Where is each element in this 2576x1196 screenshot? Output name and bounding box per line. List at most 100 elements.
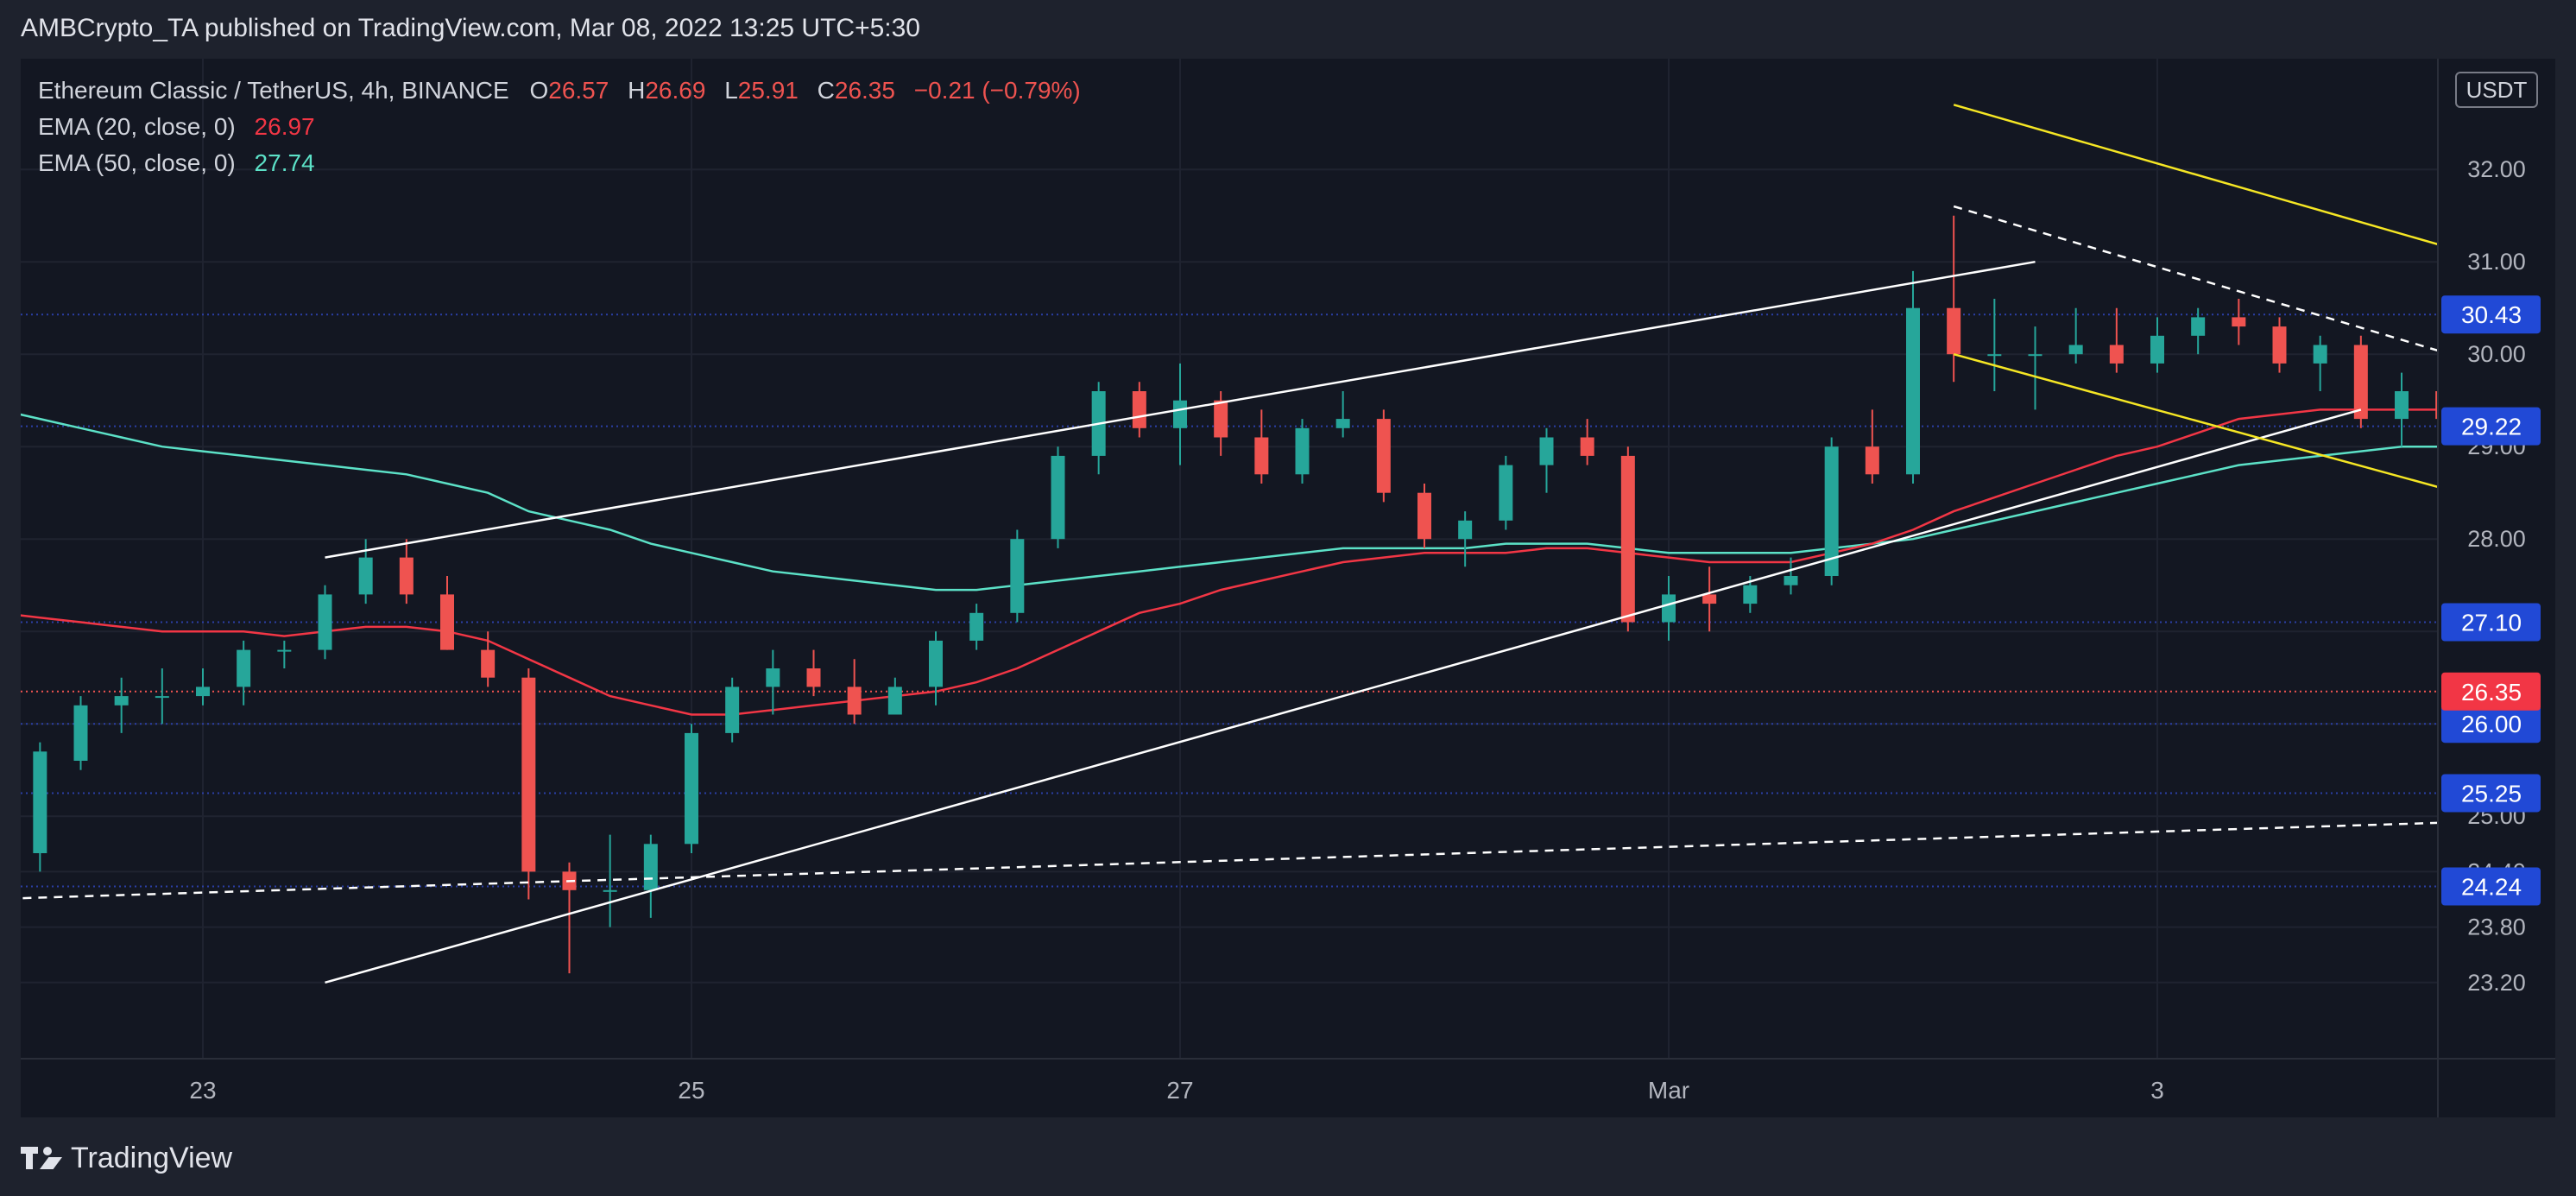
level-price-badge: 26.00 <box>2441 705 2541 744</box>
price-badge-box <box>2441 867 2541 906</box>
price-tick-label: 28.00 <box>2467 526 2526 552</box>
price-badge-box <box>2441 672 2541 711</box>
candle-bearish <box>1865 409 1879 484</box>
candle-bullish <box>1295 419 1310 484</box>
candle-body <box>2353 345 2368 420</box>
candle-bullish <box>685 724 698 853</box>
candle-bullish <box>2150 317 2164 373</box>
legend-open-label: O <box>529 77 548 104</box>
candle-body <box>2150 335 2164 364</box>
trendlines <box>21 104 2438 984</box>
candle-bearish <box>847 659 862 725</box>
chart-background <box>21 59 2555 1117</box>
legend-close-label: C <box>818 77 835 104</box>
price-badge-box <box>2441 705 2541 744</box>
price-badge-label: 25.25 <box>2461 780 2522 807</box>
legend-low-label: L <box>724 77 738 104</box>
candle-bullish <box>887 677 902 715</box>
candle-body <box>237 649 251 687</box>
level-price-badge: 25.25 <box>2441 774 2541 813</box>
legend-high-label: H <box>628 77 645 104</box>
candle-bearish <box>1620 446 1635 632</box>
candle-body <box>643 844 658 890</box>
candle-bullish <box>1987 299 2002 391</box>
candle-body <box>1987 354 2002 357</box>
candle-body <box>1702 594 1717 604</box>
candle-bearish <box>1580 419 1594 465</box>
level-price-badge: 27.10 <box>2441 603 2541 642</box>
price-badge-box <box>2441 295 2541 334</box>
legend-ema50: EMA (50, close, 0) 27.74 <box>38 149 315 176</box>
price-tick-label: 23.20 <box>2467 970 2526 996</box>
candle-body <box>603 889 617 892</box>
candle-body <box>1376 419 1391 493</box>
price-tick-label: 32.00 <box>2467 156 2526 182</box>
candle-bullish <box>969 604 984 650</box>
footer-brand[interactable]: TradingView <box>21 1139 232 1177</box>
candle-body <box>929 640 943 687</box>
candles <box>0 215 2572 974</box>
time-tick-label: 27 <box>1166 1077 1193 1104</box>
candle-bullish <box>2313 335 2327 391</box>
legend-ema20: EMA (20, close, 0) 26.97 <box>38 113 315 140</box>
candle-bearish <box>806 649 821 697</box>
trendline-upper-falling-yellow <box>1953 104 2438 246</box>
price-axis[interactable]: 32.0031.0030.0029.0028.0027.0026.0025.00… <box>2441 156 2541 996</box>
candle-body <box>2109 345 2124 364</box>
candle-body <box>1743 585 1758 604</box>
candle-bullish <box>1784 557 1798 595</box>
candle-body <box>725 687 740 733</box>
candle-body <box>358 557 373 595</box>
candle-bullish <box>1662 576 1676 641</box>
candle-bullish <box>2028 326 2042 410</box>
candle-bearish <box>0 816 6 871</box>
candle-body <box>1499 465 1513 521</box>
candle-bullish <box>1051 446 1065 548</box>
price-tick-label: 23.80 <box>2467 914 2526 940</box>
ema50-value: 27.74 <box>255 149 315 176</box>
candle-bearish <box>1417 484 1431 548</box>
price-badge-label: 26.35 <box>2461 679 2522 706</box>
candle-bearish <box>440 576 454 650</box>
published-line: AMBCrypto_TA published on TradingView.co… <box>21 14 920 42</box>
level-price-badge: 30.43 <box>2441 295 2541 334</box>
candle-body <box>1295 427 1310 475</box>
candle-body <box>155 696 169 699</box>
candle-body <box>2313 345 2327 364</box>
candle-bullish <box>725 677 740 743</box>
candle-body <box>1417 492 1431 540</box>
time-tick-label: Mar <box>1648 1077 1689 1104</box>
candle-bearish <box>2435 391 2438 420</box>
price-badge-box <box>2441 603 2541 642</box>
candle-bearish <box>1254 409 1269 484</box>
candle-body <box>0 835 6 853</box>
currency-box: USDT <box>2455 72 2538 108</box>
candle-body <box>969 612 984 641</box>
candle-body <box>2395 391 2409 420</box>
legend-symbol-line: Ethereum Classic / TetherUS, 4h, BINANCE… <box>38 77 1081 104</box>
time-axis[interactable]: 232527Mar35791113 <box>189 1077 2576 1104</box>
candle-body <box>114 696 129 706</box>
candle-body <box>1254 437 1269 475</box>
candle-bullish <box>318 585 332 660</box>
candle-bearish <box>1702 566 1717 632</box>
candle-body <box>196 687 210 697</box>
candle-bullish <box>1458 511 1473 567</box>
candle-body <box>33 751 47 853</box>
candle-body <box>1865 446 1879 475</box>
candle-body <box>1458 520 1473 540</box>
candle-body <box>318 594 332 650</box>
candle-body <box>2558 317 2572 409</box>
candle-body <box>1784 576 1798 585</box>
price-badge-label: 29.22 <box>2461 414 2522 440</box>
trendline-lower-rising-white <box>325 408 2362 984</box>
candle-bullish <box>237 640 251 706</box>
legend-high-value: 26.69 <box>645 77 705 104</box>
ema50-label: EMA (50, close, 0) <box>38 149 236 176</box>
candle-body <box>481 649 496 678</box>
candle-body <box>887 687 902 715</box>
price-badge-box <box>2441 774 2541 813</box>
candle-body <box>1906 307 1920 475</box>
candle-body <box>277 649 292 652</box>
